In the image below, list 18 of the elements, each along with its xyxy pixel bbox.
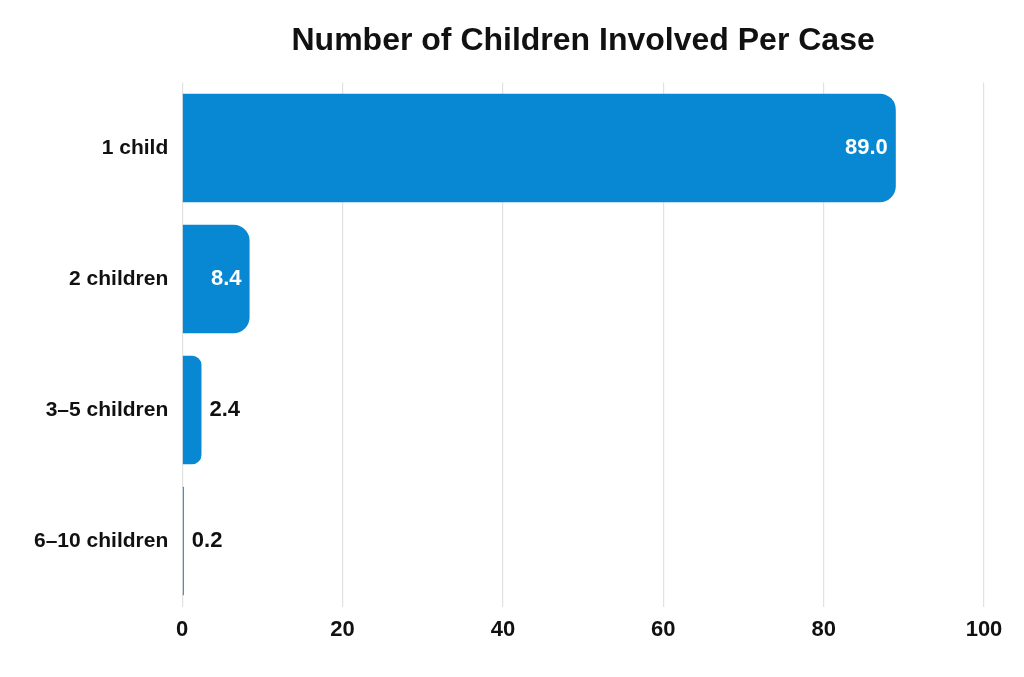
x-tick-label: 40: [490, 615, 516, 641]
x-tick-label: 0: [176, 615, 189, 641]
data-label: 89.0: [844, 133, 888, 159]
y-tick-label: 2 children: [69, 265, 169, 289]
y-tick-label: 3–5 children: [45, 396, 169, 420]
bar: [182, 355, 202, 465]
x-tick-label: 80: [811, 615, 836, 641]
bar: [182, 93, 896, 203]
x-tick-label: 100: [965, 615, 1003, 641]
bar: [182, 224, 250, 334]
chart-title: Number of Children Involved Per Case: [291, 21, 875, 58]
data-label: 8.4: [210, 265, 243, 291]
x-tick-label: 60: [651, 615, 676, 641]
y-tick-label: 6–10 children: [34, 527, 169, 551]
x-tick-label: 20: [330, 615, 355, 641]
data-label: 2.4: [209, 396, 241, 422]
data-label: 0.2: [191, 527, 223, 553]
y-tick-label: 1 child: [101, 134, 169, 158]
